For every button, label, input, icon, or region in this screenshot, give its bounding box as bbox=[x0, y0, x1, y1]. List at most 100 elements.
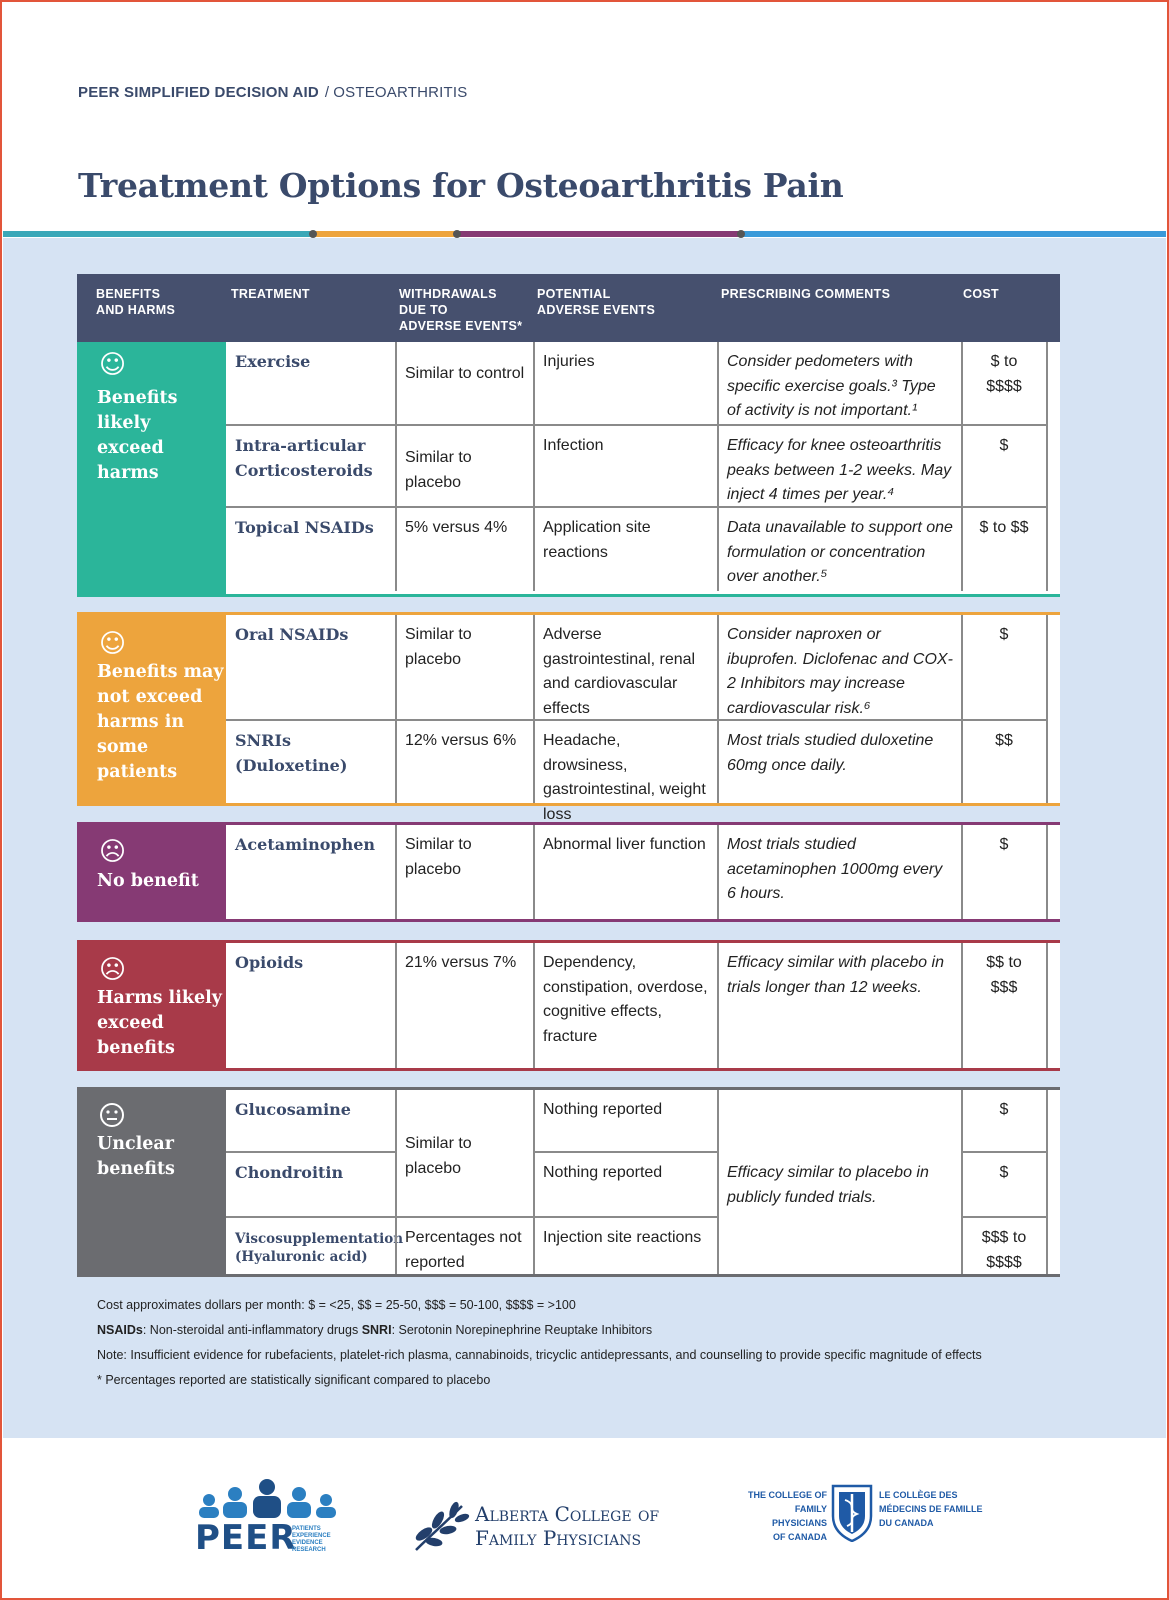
col-divider bbox=[1046, 825, 1048, 919]
comments-cell: Most trials studied acetaminophen 1000mg… bbox=[727, 836, 943, 902]
cfpc-shield-icon bbox=[831, 1484, 873, 1542]
stripe-blue bbox=[741, 231, 1166, 237]
category-cell: ☺ Benefits may not exceed harms in some pat… bbox=[77, 615, 226, 803]
stripe-dot bbox=[309, 230, 317, 238]
col-divider bbox=[961, 943, 963, 1068]
treatment-corticosteroids: Intra-articular Corticosteroids bbox=[235, 436, 373, 480]
cost-cell: $ bbox=[999, 836, 1009, 853]
category-cell: ☹ Harms likely exceed benefits bbox=[77, 943, 226, 1068]
comments-cell: Efficacy similar with placebo in trials … bbox=[727, 954, 944, 996]
group-benefits-may-not-exceed-harms: ☺ Benefits may not exceed harms in some pat… bbox=[77, 612, 1060, 823]
category-label: Benefits may not exceed harms in some patie… bbox=[97, 662, 224, 782]
col-divider bbox=[1046, 342, 1048, 591]
treatment-topical-nsaids: Topical NSAIDs bbox=[235, 518, 374, 537]
comments-cell: Efficacy for knee osteoarthritis peaks b… bbox=[727, 437, 952, 503]
category-cell: ☺ Benefits likely exceed harms bbox=[77, 342, 226, 594]
adverse-events-cell: Abnormal liver function bbox=[543, 836, 706, 853]
breadcrumb-primary: PEER SIMPLIFIED DECISION AID bbox=[78, 84, 319, 101]
row-divider bbox=[226, 506, 1046, 508]
col-divider bbox=[533, 825, 535, 919]
breadcrumb: PEER SIMPLIFIED DECISION AID / OSTEOARTHRI… bbox=[78, 84, 468, 101]
breadcrumb-secondary: OSTEOARTHRITIS bbox=[333, 84, 468, 101]
row-divider bbox=[226, 424, 1046, 426]
comments-cell: Consider pedometers with specific exerci… bbox=[727, 353, 936, 419]
category-cell: ☹ No benefit bbox=[77, 825, 226, 919]
col-divider bbox=[961, 615, 963, 803]
col-divider bbox=[961, 825, 963, 919]
row-divider bbox=[226, 1216, 718, 1218]
treatment-acetaminophen: Acetaminophen bbox=[235, 835, 376, 854]
group-no-benefit: ☹ No benefit Acetaminophen Similar to pl… bbox=[77, 822, 1060, 922]
cost-cell: $ bbox=[999, 1101, 1009, 1118]
stripe-purple bbox=[457, 231, 741, 237]
col-divider bbox=[533, 342, 535, 591]
adverse-events-cell: Headache, drowsiness, gastrointestinal, … bbox=[543, 732, 706, 823]
header-prescribing-comments: PRESCRIBING COMMENTS bbox=[721, 287, 891, 301]
cost-cell: $$$ to $$$$ bbox=[981, 1229, 1027, 1271]
breadcrumb-separator: / bbox=[324, 84, 330, 101]
comments-cell: Data unavailable to support one formulat… bbox=[727, 519, 953, 585]
col-divider bbox=[1046, 615, 1048, 803]
group-benefits-likely-exceed-harms: ☺ Benefits likely exceed harms Exercise Sim… bbox=[77, 342, 1060, 597]
adverse-events-cell: Nothing reported bbox=[543, 1164, 663, 1181]
footnote-cost: Cost approximates dollars per month: $ =… bbox=[97, 1298, 576, 1312]
adverse-events-cell: Injuries bbox=[543, 353, 595, 370]
col-divider bbox=[395, 825, 397, 919]
col-divider bbox=[395, 1090, 397, 1274]
col-divider bbox=[1046, 1090, 1048, 1274]
col-divider bbox=[717, 825, 719, 919]
neutral-face-icon bbox=[99, 1102, 125, 1133]
table-header: BENEFITS AND HARMS TREATMENT WITHDRAWALS D… bbox=[77, 274, 1060, 342]
withdrawals-cell: 21% versus 7% bbox=[405, 954, 517, 971]
category-label: Benefits likely exceed harms bbox=[97, 388, 178, 483]
category-cell: Unclear benefits bbox=[77, 1090, 226, 1274]
cost-cell: $ to $$ bbox=[979, 519, 1029, 536]
peer-wordmark: PEER bbox=[195, 1518, 297, 1558]
smile-icon: ☺ bbox=[99, 629, 127, 659]
header-benefits: BENEFITS AND HARMS bbox=[96, 287, 176, 317]
withdrawals-cell: Similar to control bbox=[405, 365, 525, 382]
comments-merged-cell: Efficacy similar to placebo in publicly … bbox=[727, 1164, 929, 1206]
peer-logo: PEER PATIENTS EXPERIENCE EVIDENCE RESEARCH bbox=[195, 1478, 345, 1568]
category-label: Harms likely exceed benefits bbox=[97, 988, 222, 1058]
category-label: Unclear benefits bbox=[97, 1134, 175, 1179]
adverse-events-cell: Application site reactions bbox=[543, 519, 651, 561]
cfpc-logo: THE COLLEGE OF FAMILY PHYSICIANS OF CANADA… bbox=[745, 1484, 985, 1554]
col-divider bbox=[395, 342, 397, 591]
group-unclear-benefits: Unclear benefits Glucosamine Chondroitin … bbox=[77, 1087, 1060, 1277]
cfpc-name-fr: LE COLLÈGE DES MÉDECINS DE FAMILLE DU CANA… bbox=[879, 1490, 983, 1528]
logo-bar: PEER PATIENTS EXPERIENCE EVIDENCE RESEARCH … bbox=[0, 1440, 1169, 1590]
footnote-note: Note: Insufficient evidence for rubefaci… bbox=[97, 1348, 982, 1362]
footnote-statistical: * Percentages reported are statistically… bbox=[97, 1373, 491, 1387]
treatment-opioids: Opioids bbox=[235, 953, 304, 972]
comments-cell: Consider naproxen or ibuprofen. Diclofen… bbox=[727, 626, 953, 717]
frown-icon: ☹ bbox=[99, 837, 127, 867]
adverse-events-cell: Dependency, constipation, overdose, cogn… bbox=[543, 954, 708, 1045]
acfp-name-line1: Alberta College of bbox=[475, 1502, 660, 1526]
row-divider bbox=[961, 1151, 1047, 1153]
page-header: PEER SIMPLIFIED DECISION AID / OSTEOARTHRI… bbox=[0, 0, 1169, 232]
cost-cell: $ bbox=[999, 626, 1009, 643]
adverse-events-cell: Nothing reported bbox=[543, 1101, 663, 1118]
col-divider bbox=[717, 615, 719, 803]
withdrawals-cell: Similar to placebo bbox=[405, 836, 472, 878]
withdrawals-cell: Similar to placebo bbox=[405, 449, 472, 491]
adverse-events-cell: Injection site reactions bbox=[543, 1229, 702, 1246]
header-treatment: TREATMENT bbox=[231, 287, 310, 301]
withdrawals-cell: Percentages not reported bbox=[405, 1229, 522, 1271]
col-divider bbox=[533, 615, 535, 803]
col-divider bbox=[395, 615, 397, 803]
row-divider bbox=[226, 719, 1046, 721]
category-label: No benefit bbox=[97, 871, 199, 891]
col-divider bbox=[395, 943, 397, 1068]
col-divider bbox=[717, 943, 719, 1068]
cost-cell: $$ to $$$ bbox=[986, 954, 1022, 996]
withdrawals-cell: 12% versus 6% bbox=[405, 732, 517, 749]
header-withdrawals: WITHDRAWALS DUE TO ADVERSE EVENTS* bbox=[399, 287, 523, 333]
cost-cell: $$ bbox=[995, 732, 1013, 749]
frown-icon: ☹ bbox=[99, 955, 127, 985]
col-divider bbox=[533, 1090, 535, 1274]
row-divider bbox=[533, 1151, 719, 1153]
treatment-viscosupplementation: Viscosupplementation (Hyaluronic acid) bbox=[235, 1231, 404, 1265]
acfp-logo: Alberta College of Family Physicians bbox=[410, 1496, 700, 1556]
